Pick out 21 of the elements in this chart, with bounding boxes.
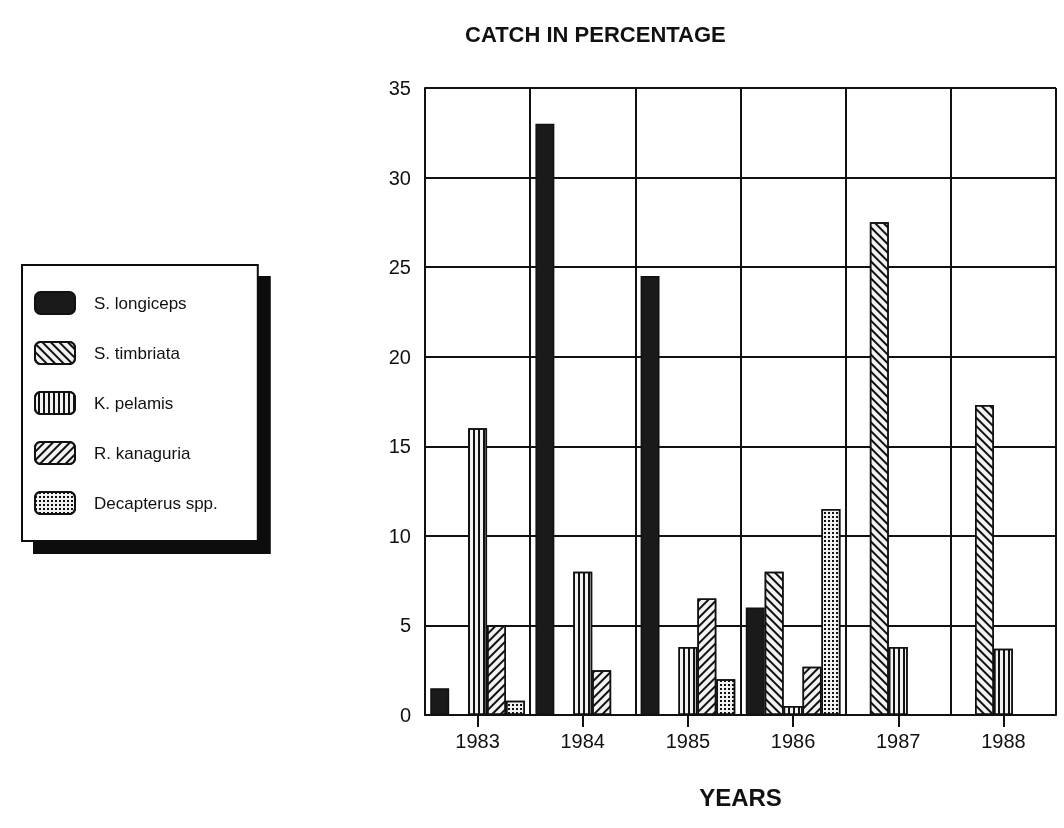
y-tick-label: 15 (388, 435, 411, 458)
legend-label: Decapterus spp. (94, 493, 218, 513)
x-tick-label: 1987 (876, 730, 921, 752)
x-tick-label: 1985 (665, 730, 711, 752)
y-tick-label: 25 (388, 256, 411, 279)
y-tick-label: 30 (388, 166, 411, 189)
legend-label: K. pelamis (94, 393, 174, 413)
legend-label: S. longiceps (94, 293, 187, 313)
legend-label: S. timbriata (94, 343, 181, 363)
y-tick-label: 10 (388, 524, 411, 547)
legend-label: R. kanaguria (94, 443, 191, 463)
x-tick-label: 1984 (560, 730, 605, 752)
y-tick-label: 35 (388, 77, 411, 99)
y-tick-label: 20 (388, 345, 411, 368)
x-axis-title: YEARS (699, 783, 782, 811)
chart-title: CATCH IN PERCENTAGE (465, 21, 726, 47)
x-tick-label: 1988 (981, 730, 1026, 752)
y-tick-label: 0 (399, 704, 411, 726)
x-tick-label: 1986 (770, 730, 816, 752)
y-tick-label: 5 (399, 614, 411, 637)
x-tick-label: 1983 (455, 730, 500, 752)
